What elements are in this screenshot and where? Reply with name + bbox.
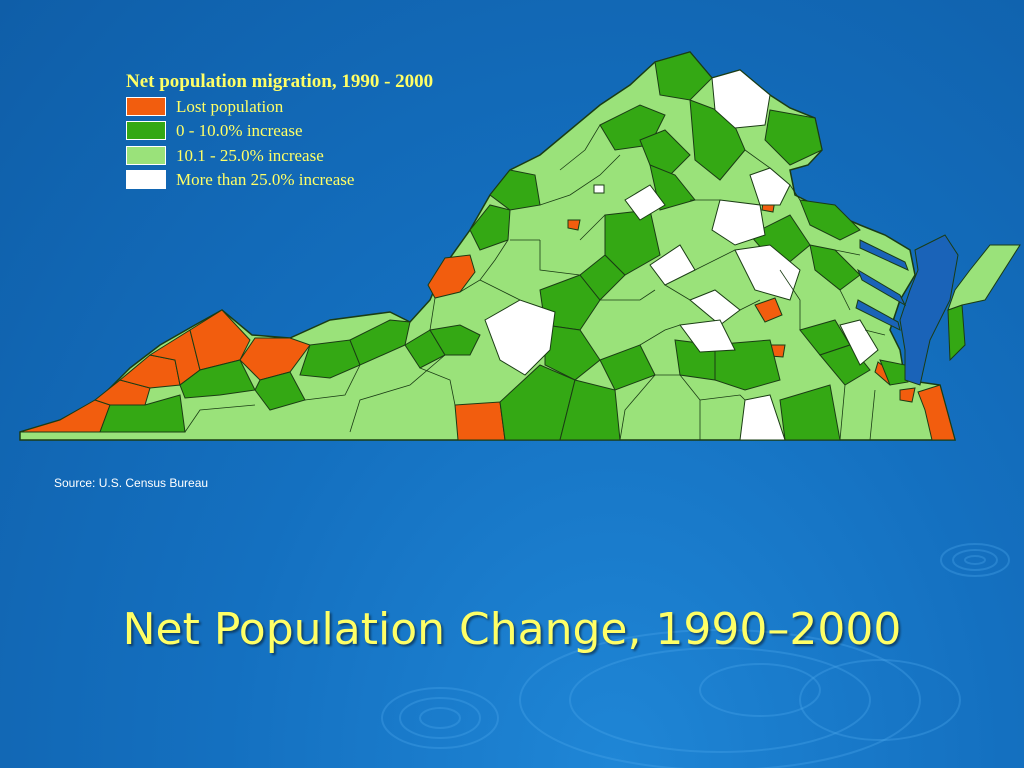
county-white-loudoun: [711, 69, 771, 129]
source-credit: Source: U.S. Census Bureau: [54, 476, 209, 490]
county-white-madison: [624, 184, 666, 221]
river-potomac: [859, 239, 909, 271]
county-darkgreen-frederick: [654, 51, 713, 101]
county-white-hanover: [734, 244, 801, 301]
legend-swatch: [126, 170, 166, 190]
river-york: [855, 299, 901, 331]
county-darkgreen-king-george: [799, 199, 861, 241]
eastern-shore: [947, 244, 1021, 311]
legend-label: More than 25.0% increase: [176, 170, 355, 190]
legend-title: Net population migration, 1990 - 2000: [126, 71, 434, 92]
legend-swatch: [126, 96, 166, 116]
county-darkgreen-essex: [809, 244, 861, 291]
legend-item-low-increase: 0 - 10.0% increase: [126, 119, 486, 144]
county-darkgreen-eastern-shore: [947, 304, 966, 362]
county-white-chesterfield: [679, 319, 736, 353]
legend-swatch: [126, 121, 166, 141]
county-darkgreen-greensville: [879, 359, 909, 386]
county-darkgreen-page: [639, 129, 691, 176]
legend-label: 0 - 10.0% increase: [176, 121, 303, 141]
county-lost-richmond: [754, 297, 783, 323]
county-white-rockingham-city: [593, 184, 605, 194]
county-darkgreen-tazewell: [299, 339, 361, 379]
county-lost-southwest-2: [93, 379, 151, 406]
river-rappahannock: [856, 268, 907, 307]
legend-item-lost-population: Lost population: [126, 94, 486, 119]
county-lost-chesapeake: [917, 384, 956, 441]
county-white-fairfax: [749, 167, 791, 206]
county-darkgreen-campbell: [544, 324, 601, 381]
county-white-york: [839, 319, 879, 366]
legend-label: Lost population: [176, 96, 284, 116]
county-lost-portsmouth: [899, 387, 916, 403]
county-darkgreen-craig: [429, 324, 481, 356]
chesapeake-bay: [899, 234, 959, 386]
county-lost-southwest-5: [189, 309, 251, 371]
county-lost-staunton: [567, 219, 581, 231]
legend-item-mid-increase: 10.1 - 25.0% increase: [126, 143, 486, 168]
map-legend: Net population migration, 1990 - 2000 Lo…: [126, 70, 486, 192]
county-lost-pittsylvania: [454, 401, 506, 441]
county-darkgreen-bland: [349, 319, 411, 366]
county-darkgreen-prince-william: [764, 109, 823, 166]
slide-title: Net Population Change, 1990–2000: [122, 604, 902, 655]
legend-label: 10.1 - 25.0% increase: [176, 145, 324, 165]
county-darkgreen-rockingham: [489, 169, 541, 211]
county-darkgreen-lee: [99, 394, 186, 433]
county-darkgreen-highland: [469, 204, 511, 251]
legend-swatch: [126, 145, 166, 165]
county-white-isle-of-wight: [739, 394, 786, 441]
legend-item-high-increase: More than 25.0% increase: [126, 168, 486, 193]
county-white-stafford: [711, 199, 766, 246]
county-darkgreen-russell: [254, 371, 306, 411]
